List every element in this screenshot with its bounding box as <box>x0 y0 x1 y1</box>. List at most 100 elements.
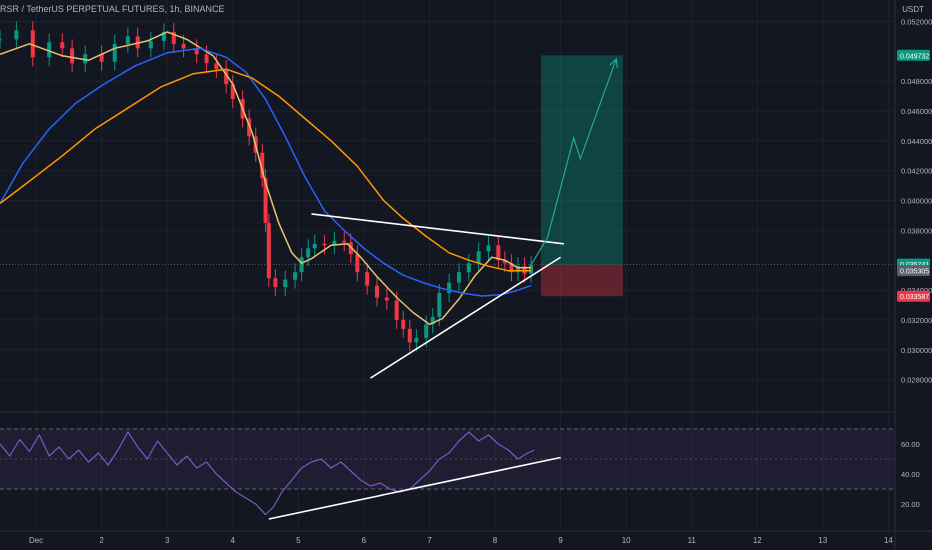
candle-body-8 <box>112 43 117 62</box>
candle-body-12 <box>161 31 166 41</box>
time-tick-label-6: 7 <box>427 536 432 545</box>
price-tick-label-4: 0.042000 <box>901 167 932 176</box>
candle-body-19 <box>230 84 235 100</box>
time-tick-label-1: 2 <box>99 536 104 545</box>
candle-body-2 <box>30 30 35 58</box>
candle-body-29 <box>299 257 304 273</box>
candle-body-46 <box>437 293 442 317</box>
candle-body-21 <box>247 118 252 137</box>
long-position-target-zone[interactable] <box>540 55 623 265</box>
rsi-tick-label-2: 20.00 <box>901 500 920 509</box>
triangle-upper-trendline[interactable] <box>311 213 564 245</box>
candle-body-6 <box>83 54 88 64</box>
rsi-tick-label-1: 40.00 <box>901 470 920 479</box>
candle-body-54 <box>509 263 514 273</box>
candle-body-38 <box>375 285 380 298</box>
candle-body-50 <box>476 251 481 264</box>
price-badge-label-3: 0.033587 <box>900 294 929 301</box>
candle-body-9 <box>125 36 130 44</box>
time-tick-label-7: 8 <box>493 536 498 545</box>
candle-body-3 <box>47 42 52 58</box>
candle-body-27 <box>283 279 288 288</box>
rsi-axis[interactable]: 60.00 40.00 20.00 <box>901 440 920 509</box>
candle-body-4 <box>60 42 65 49</box>
price-tick-label-8: 0.032000 <box>901 316 932 325</box>
candle-body-23 <box>260 152 265 179</box>
candle-body-17 <box>214 63 219 70</box>
candle-body-7 <box>99 54 104 62</box>
candle-body-42 <box>407 328 412 343</box>
rsi-trendline[interactable] <box>268 456 561 520</box>
candle-body-39 <box>384 297 389 301</box>
moving-average-line-2 <box>0 47 532 297</box>
price-badge-label-2: 0.035305 <box>900 269 929 276</box>
moving-average-line-1 <box>0 31 532 326</box>
drawings[interactable] <box>311 57 618 379</box>
candle-body-52 <box>496 245 501 261</box>
candle-body-18 <box>224 69 229 85</box>
price-tick-label-10: 0.028000 <box>901 376 932 385</box>
time-tick-label-13: 14 <box>884 536 893 545</box>
rsi-line <box>0 431 535 516</box>
candle-body-56 <box>522 266 527 274</box>
price-tick-label-9: 0.030000 <box>901 346 932 355</box>
price-badge-2[interactable]: 0.035305 <box>897 265 930 277</box>
candle-body-14 <box>181 43 186 49</box>
candle-body-40 <box>394 300 399 320</box>
candle-body-24 <box>263 178 268 223</box>
candle-body-5 <box>70 48 75 64</box>
candle-body-51 <box>486 245 491 252</box>
candle-body-41 <box>401 319 406 329</box>
candle-body-33 <box>332 240 337 246</box>
time-tick-label-2: 3 <box>165 536 170 545</box>
moving-average-line-3 <box>0 68 532 272</box>
candle-body-30 <box>306 248 311 258</box>
candle-body-45 <box>430 316 435 325</box>
price-tick-label-6: 0.038000 <box>901 226 932 235</box>
projection-arrowhead[interactable] <box>609 57 618 68</box>
time-tick-label-10: 11 <box>688 536 697 545</box>
time-tick-label-3: 4 <box>231 536 236 545</box>
candle-body-55 <box>515 266 520 273</box>
price-tick-label-2: 0.046000 <box>901 107 932 116</box>
long-position-tool[interactable] <box>540 55 623 297</box>
price-badge-3[interactable]: 0.033587 <box>897 290 930 302</box>
projection-path[interactable] <box>530 58 617 266</box>
candle-body-0 <box>0 39 2 41</box>
price-badge-bg-0 <box>897 49 930 61</box>
price-axis[interactable]: 0.052000 0.048000 0.046000 0.044000 0.042000… <box>897 17 932 385</box>
candle-body-11 <box>148 40 153 49</box>
time-tick-label-11: 12 <box>753 536 762 545</box>
price-badge-bg-3 <box>897 290 930 302</box>
candle-body-31 <box>312 243 317 249</box>
candle-body-47 <box>447 282 452 294</box>
candle-body-25 <box>266 222 271 279</box>
time-tick-label-0: Dec <box>29 536 43 545</box>
candle-body-53 <box>502 260 507 264</box>
price-tick-label-3: 0.044000 <box>901 137 932 146</box>
long-position-stop-zone[interactable] <box>540 264 623 297</box>
candle-body-32 <box>322 243 327 246</box>
chart-title: RSR / TetherUS PERPETUAL FUTURES, 1h, BI… <box>0 4 225 14</box>
candle-body-48 <box>456 272 461 283</box>
candle-body-37 <box>365 272 370 286</box>
price-series <box>0 21 895 352</box>
candle-body-43 <box>414 337 419 343</box>
time-tick-label-9: 10 <box>622 536 631 545</box>
triangle-lower-trendline[interactable] <box>370 256 562 379</box>
candle-body-16 <box>204 54 209 64</box>
candle-body-15 <box>194 48 199 55</box>
rsi-pane <box>0 428 895 520</box>
candle-body-36 <box>355 254 360 273</box>
price-tick-label-7: 0.034000 <box>901 286 932 295</box>
price-tick-label-0: 0.052000 <box>901 17 932 26</box>
price-badge-label-0: 0.049732 <box>900 53 929 60</box>
price-badge-0[interactable]: 0.049732 <box>897 49 930 61</box>
time-axis[interactable]: Dec 2 3 4 5 6 7 8 9 10 11 12 13 14 <box>29 536 893 545</box>
price-tick-label-1: 0.048000 <box>901 77 932 86</box>
candle-body-44 <box>424 324 429 338</box>
time-tick-label-8: 9 <box>558 536 563 545</box>
candle-body-26 <box>273 278 278 288</box>
